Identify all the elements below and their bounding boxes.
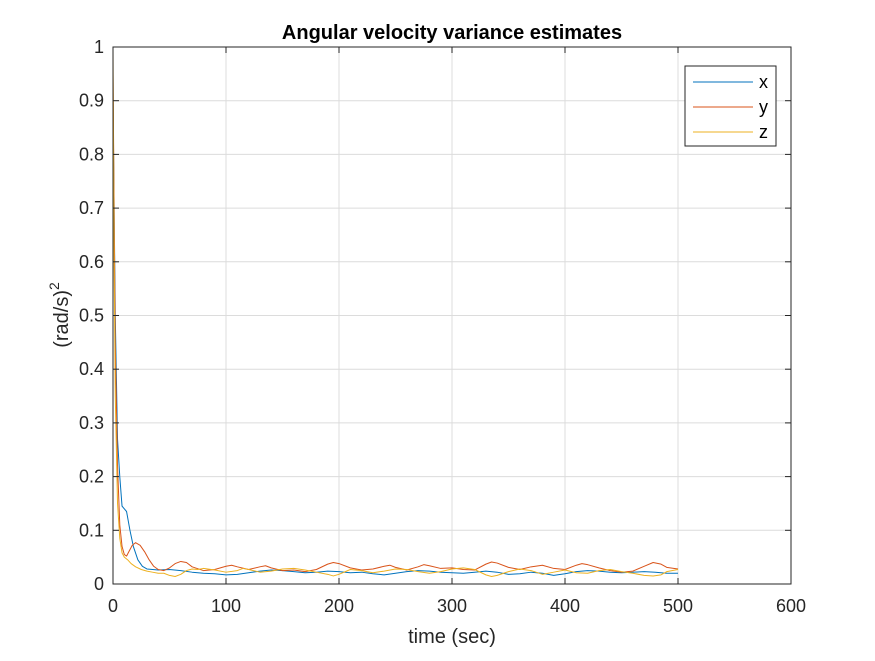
legend-label-z: z xyxy=(759,122,768,142)
y-tick-label: 0.3 xyxy=(79,413,104,433)
y-axis-label: (rad/s)2 xyxy=(46,282,73,348)
y-tick-label: 0.9 xyxy=(79,91,104,111)
x-tick-label: 300 xyxy=(437,596,467,616)
x-tick-label: 400 xyxy=(550,596,580,616)
x-axis-label: time (sec) xyxy=(408,626,496,648)
legend-box xyxy=(684,65,777,147)
x-tick-label: 200 xyxy=(324,596,354,616)
y-tick-label: 0.1 xyxy=(79,520,104,540)
y-axis-label-exponent: 2 xyxy=(46,282,62,290)
y-axis-label-base: (rad/s) xyxy=(51,290,73,348)
chart-title: Angular velocity variance estimates xyxy=(282,22,622,44)
data-series xyxy=(112,46,679,577)
y-tick-label: 0.5 xyxy=(79,306,104,326)
x-tick-label: 600 xyxy=(776,596,806,616)
legend-label-x: x xyxy=(759,72,768,92)
y-tick-label: 0.7 xyxy=(79,198,104,218)
y-tick-label: 0.2 xyxy=(79,467,104,487)
legend-label-y: y xyxy=(759,97,768,117)
series-line-y xyxy=(112,73,679,573)
x-tick-label: 0 xyxy=(108,596,118,616)
y-tick-label: 0.8 xyxy=(79,144,104,164)
y-tick-label: 0.6 xyxy=(79,252,104,272)
y-tick-label: 0 xyxy=(94,574,104,594)
y-tick-label: 0.4 xyxy=(79,359,104,379)
axis-ticks: 0 100 200 300 400 500 600 0 0.1 0.2 0.3 0.4 0.5 0.6 0.… xyxy=(79,37,806,616)
x-tick-label: 500 xyxy=(663,596,693,616)
x-tick-label: 100 xyxy=(211,596,241,616)
grid-lines xyxy=(113,47,791,584)
series-line-z xyxy=(112,46,679,577)
y-tick-label: 1 xyxy=(94,37,104,57)
legend: xyz xyxy=(684,65,777,147)
